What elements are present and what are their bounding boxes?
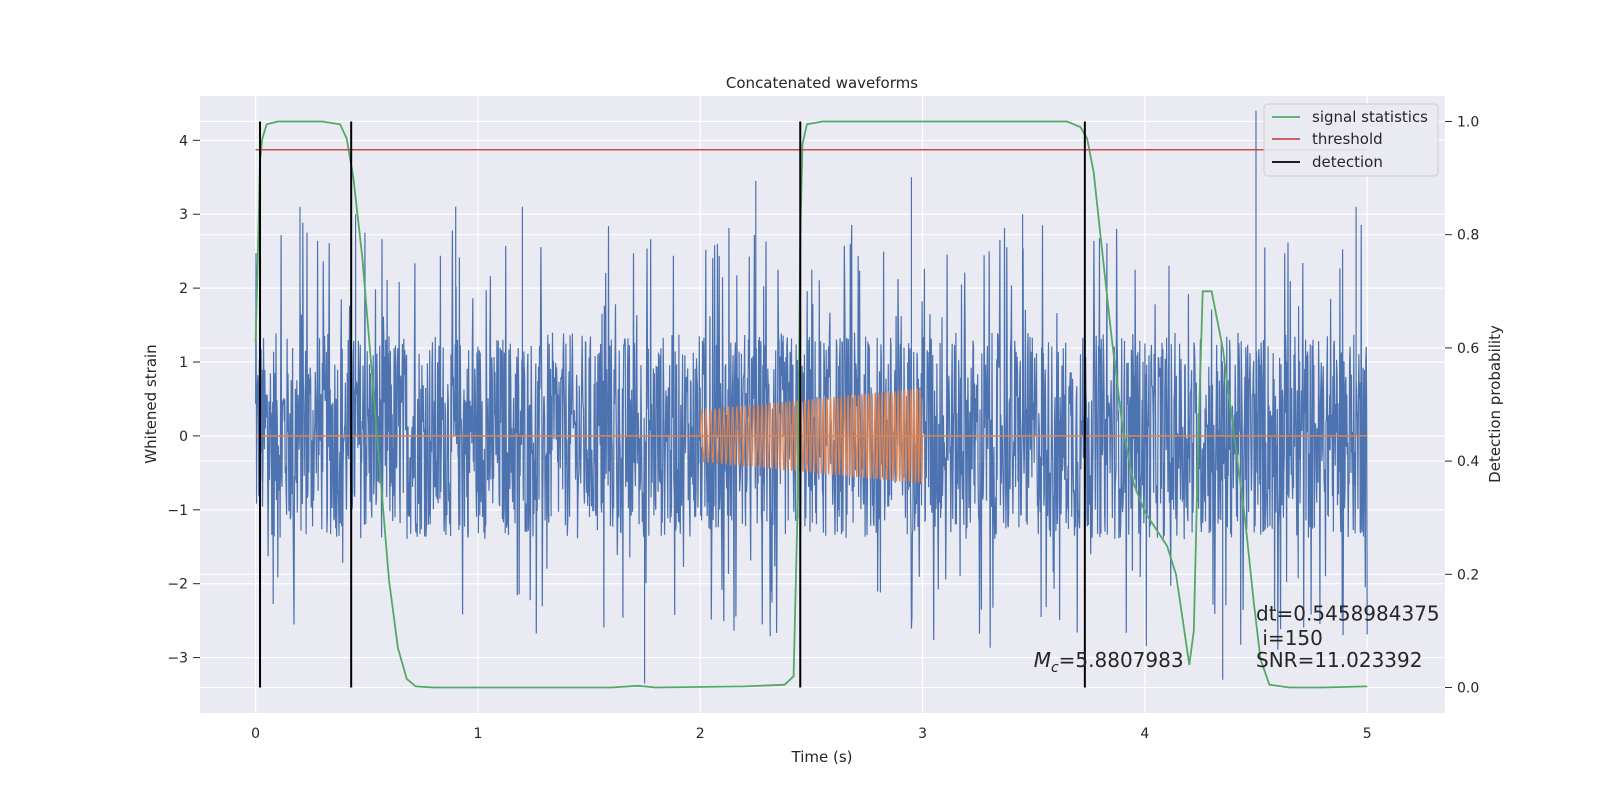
y-left-axis-label: Whitened strain bbox=[142, 344, 160, 463]
annotation-chirp-mass-subscript: c bbox=[1051, 660, 1059, 676]
detection-series bbox=[259, 121, 1086, 688]
annotation-chirp-mass: Mc=5.8807983 bbox=[1034, 648, 1184, 676]
x-axis-ticks: 0 1 2 3 4 5 bbox=[251, 726, 1372, 742]
x-tick-label: 4 bbox=[1140, 726, 1149, 742]
x-tick-label: 5 bbox=[1363, 726, 1372, 742]
annotations: dt=0.5458984375 i=150 SNR=11.023392 Mc=5… bbox=[1034, 602, 1440, 677]
y-left-tick-label: 0 bbox=[179, 429, 188, 445]
signal-statistics-series bbox=[254, 120, 1368, 689]
y-right-tick-label: 0.8 bbox=[1457, 228, 1479, 244]
y-left-tick-label: −2 bbox=[167, 577, 188, 593]
legend-box bbox=[1263, 103, 1439, 177]
y-left-tick-label: −1 bbox=[167, 503, 188, 519]
y-right-axis-label: Detection probability bbox=[1486, 325, 1504, 483]
annotation-chirp-mass-value: =5.8807983 bbox=[1059, 648, 1184, 672]
y-right-tick-label: 1.0 bbox=[1457, 114, 1479, 130]
legend-label-signal-statistics: signal statistics bbox=[1312, 108, 1428, 126]
y-right-tick-label: 0.0 bbox=[1457, 681, 1479, 697]
annotation-index: i=150 bbox=[1256, 626, 1323, 650]
y-right-axis-ticks: 0.0 0.2 0.4 0.6 0.8 1.0 bbox=[1445, 114, 1479, 697]
chart-title: Concatenated waveforms bbox=[726, 74, 918, 92]
legend: signal statistics threshold detection bbox=[1263, 103, 1439, 177]
x-tick-label: 3 bbox=[918, 726, 927, 742]
annotation-snr: SNR=11.023392 bbox=[1256, 648, 1422, 672]
x-axis-label: Time (s) bbox=[791, 748, 853, 766]
y-left-axis-ticks: −3 −2 −1 0 1 2 3 4 bbox=[167, 133, 200, 667]
x-tick-label: 2 bbox=[696, 726, 705, 742]
annotation-dt: dt=0.5458984375 bbox=[1256, 602, 1440, 626]
y-right-tick-label: 0.4 bbox=[1457, 454, 1479, 470]
y-left-tick-label: 1 bbox=[179, 355, 188, 371]
annotation-chirp-mass-symbol: M bbox=[1034, 648, 1051, 672]
x-tick-label: 1 bbox=[473, 726, 482, 742]
legend-label-detection: detection bbox=[1312, 153, 1383, 171]
y-right-tick-label: 0.2 bbox=[1457, 567, 1479, 583]
y-left-tick-label: 2 bbox=[179, 281, 188, 297]
x-tick-label: 0 bbox=[251, 726, 260, 742]
y-left-tick-label: 3 bbox=[179, 207, 188, 223]
y-left-tick-label: 4 bbox=[179, 133, 188, 149]
legend-label-threshold: threshold bbox=[1312, 130, 1383, 148]
y-right-tick-label: 0.6 bbox=[1457, 341, 1479, 357]
y-left-tick-label: −3 bbox=[167, 651, 188, 667]
